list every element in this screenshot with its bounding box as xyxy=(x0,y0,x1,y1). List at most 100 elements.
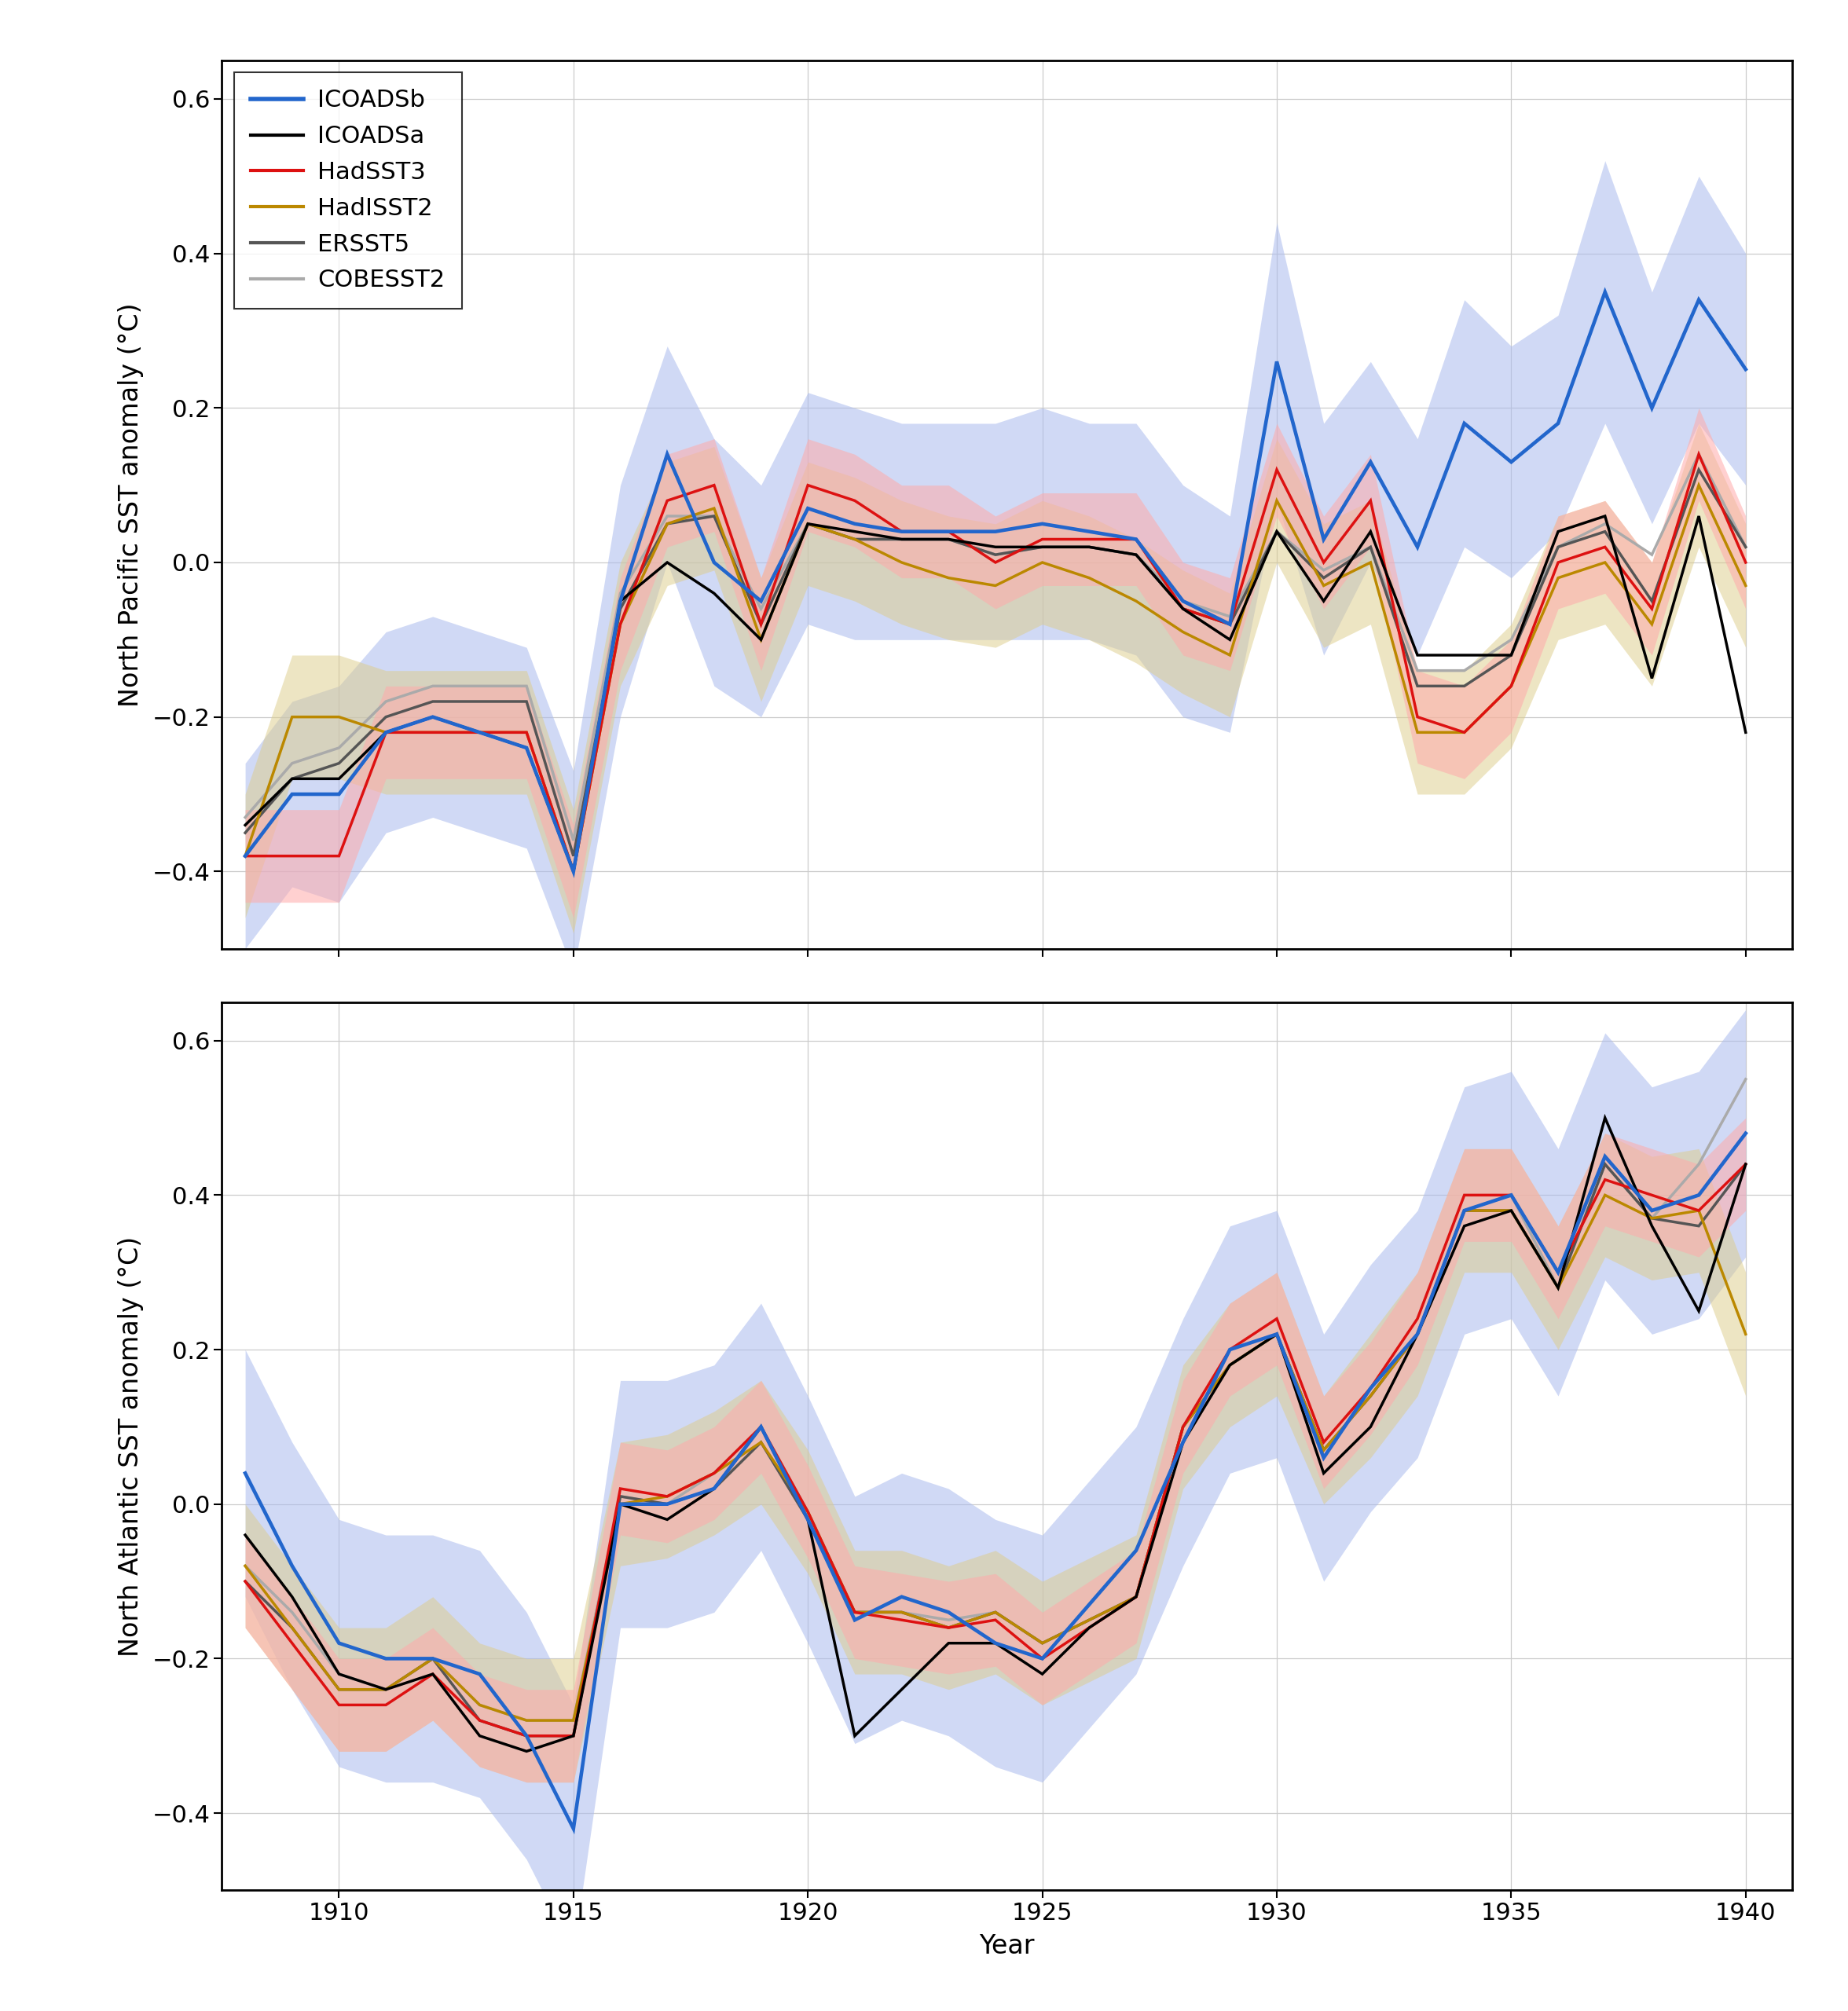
HadISST2 xyxy=(656,1484,678,1508)
ICOADSb xyxy=(1172,1430,1194,1454)
ERSST5 xyxy=(610,1484,632,1508)
HadISST2 xyxy=(1220,1353,1242,1378)
HadISST2 xyxy=(1735,573,1757,597)
HadSST3 xyxy=(610,1476,632,1500)
HadISST2 xyxy=(1547,1275,1569,1299)
HadISST2 xyxy=(1360,551,1382,575)
ICOADSa xyxy=(1547,1275,1569,1299)
ICOADSa xyxy=(1406,644,1429,668)
COBESST2 xyxy=(1595,1152,1617,1176)
HadISST2 xyxy=(985,573,1007,597)
ICOADSa xyxy=(796,1508,819,1532)
ICOADSa xyxy=(1266,1321,1288,1345)
ERSST5 xyxy=(985,543,1007,567)
ERSST5 xyxy=(421,1647,444,1671)
HadISST2 xyxy=(1077,565,1100,589)
ICOADSa xyxy=(1220,1353,1242,1378)
Line: COBESST2: COBESST2 xyxy=(246,454,1746,841)
HadSST3 xyxy=(1453,720,1475,744)
HadSST3 xyxy=(796,473,819,497)
HadSST3 xyxy=(1453,1182,1475,1207)
HadSST3 xyxy=(421,1661,444,1685)
HadISST2 xyxy=(985,1601,1007,1625)
ERSST5 xyxy=(1125,543,1148,567)
COBESST2 xyxy=(327,1661,349,1685)
COBESST2 xyxy=(702,1462,724,1486)
HadSST3 xyxy=(421,720,444,744)
COBESST2 xyxy=(1220,1353,1242,1378)
HadISST2 xyxy=(1406,720,1429,744)
COBESST2 xyxy=(1547,535,1569,559)
Line: COBESST2: COBESST2 xyxy=(246,1080,1746,1719)
HadISST2 xyxy=(610,1492,632,1516)
ICOADSa xyxy=(281,1585,303,1609)
COBESST2 xyxy=(1595,511,1617,535)
COBESST2 xyxy=(891,527,913,551)
ERSST5 xyxy=(1172,597,1194,621)
HadSST3 xyxy=(1077,1615,1100,1639)
HadSST3 xyxy=(516,1723,538,1748)
COBESST2 xyxy=(656,1492,678,1516)
COBESST2 xyxy=(1547,1275,1569,1299)
HadSST3 xyxy=(516,720,538,744)
ICOADSa xyxy=(1641,1215,1663,1239)
HadSST3 xyxy=(1360,489,1382,513)
ICOADSb xyxy=(469,720,492,744)
ERSST5 xyxy=(845,1601,867,1625)
ICOADSb xyxy=(656,1492,678,1516)
ERSST5 xyxy=(656,1492,678,1516)
COBESST2 xyxy=(1266,1321,1288,1345)
ICOADSb xyxy=(281,782,303,806)
ICOADSa xyxy=(1595,505,1617,529)
ERSST5 xyxy=(469,1707,492,1731)
ERSST5 xyxy=(1453,674,1475,698)
ICOADSb xyxy=(985,519,1007,543)
ERSST5 xyxy=(1125,1585,1148,1609)
ICOADSa xyxy=(281,766,303,790)
ICOADSb xyxy=(796,497,819,521)
ICOADSb xyxy=(235,1462,257,1486)
ICOADSb xyxy=(1453,412,1475,436)
HadSST3 xyxy=(1406,1307,1429,1331)
ERSST5 xyxy=(1641,589,1663,613)
ICOADSb xyxy=(469,1661,492,1685)
COBESST2 xyxy=(1501,627,1523,652)
COBESST2 xyxy=(1172,1416,1194,1440)
ICOADSa xyxy=(1172,597,1194,621)
HadSST3 xyxy=(1501,1182,1523,1207)
HadSST3 xyxy=(1687,1199,1709,1223)
ICOADSa xyxy=(327,766,349,790)
ICOADSb xyxy=(891,1585,913,1609)
ICOADSb xyxy=(1406,1321,1429,1345)
HadISST2 xyxy=(1125,589,1148,613)
COBESST2 xyxy=(750,1416,772,1440)
HadSST3 xyxy=(702,1462,724,1486)
HadSST3 xyxy=(985,1609,1007,1633)
ICOADSa xyxy=(1687,505,1709,529)
ERSST5 xyxy=(281,766,303,790)
COBESST2 xyxy=(1406,658,1429,682)
HadISST2 xyxy=(1687,473,1709,497)
ERSST5 xyxy=(702,505,724,529)
ERSST5 xyxy=(327,752,349,776)
HadSST3 xyxy=(469,1707,492,1731)
COBESST2 xyxy=(610,581,632,605)
HadISST2 xyxy=(796,511,819,535)
ICOADSb xyxy=(516,1723,538,1748)
ICOADSb xyxy=(1077,1593,1100,1617)
HadSST3 xyxy=(1312,551,1334,575)
ICOADSb xyxy=(1077,519,1100,543)
HadISST2 xyxy=(1595,551,1617,575)
ICOADSb xyxy=(1125,1538,1148,1563)
ERSST5 xyxy=(750,611,772,635)
COBESST2 xyxy=(1125,543,1148,567)
HadSST3 xyxy=(281,1631,303,1655)
ICOADSb xyxy=(1360,450,1382,475)
COBESST2 xyxy=(281,1601,303,1625)
ICOADSb xyxy=(1031,1647,1053,1671)
COBESST2 xyxy=(1125,1585,1148,1609)
COBESST2 xyxy=(1312,559,1334,583)
HadISST2 xyxy=(469,1693,492,1717)
COBESST2 xyxy=(1360,1384,1382,1408)
ERSST5 xyxy=(516,690,538,714)
